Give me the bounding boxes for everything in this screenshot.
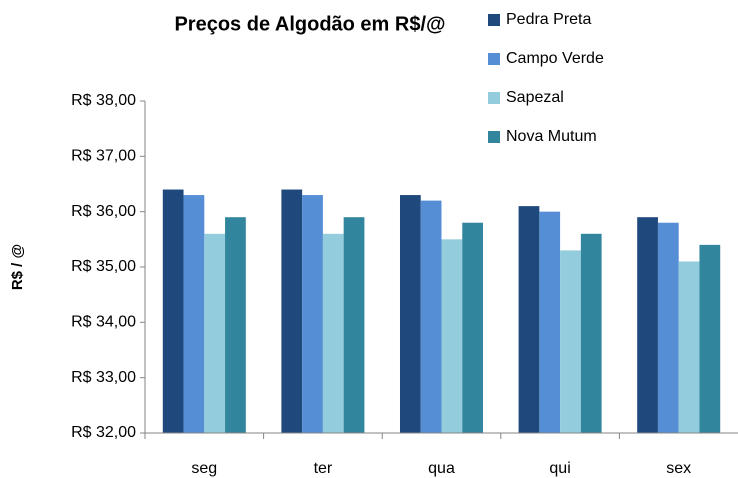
y-tick-label: R$ 32,00 (71, 424, 136, 441)
bar (699, 244, 721, 433)
legend-label: Pedra Preta (506, 11, 591, 28)
bar (462, 222, 484, 433)
bar (183, 195, 205, 433)
y-tick-label: R$ 37,00 (71, 148, 136, 165)
bar (580, 233, 602, 433)
x-tick-label: ter (314, 460, 333, 477)
bar (441, 239, 463, 433)
bar (225, 217, 246, 433)
bar (637, 217, 658, 433)
x-tick-label: qui (549, 460, 570, 477)
bar (399, 195, 421, 433)
legend-swatch (488, 92, 500, 104)
legend-label: Campo Verde (506, 50, 604, 67)
legend-label: Sapezal (506, 89, 564, 106)
y-tick-label: R$ 34,00 (71, 314, 136, 331)
legend-label: Nova Mutum (506, 128, 597, 145)
y-axis-label: R$ / @ (9, 244, 26, 290)
y-tick-label: R$ 35,00 (71, 258, 136, 275)
bar (204, 233, 226, 433)
chart-title: Preços de Algodão em R$/@ (174, 13, 445, 35)
x-tick-label: sex (666, 460, 691, 477)
y-tick-label: R$ 38,00 (71, 92, 136, 109)
bar (560, 250, 581, 433)
bar (518, 206, 540, 433)
legend-swatch (488, 53, 500, 65)
bar (281, 189, 303, 433)
bar (678, 261, 700, 433)
legend-swatch (488, 131, 500, 143)
bar (343, 217, 365, 433)
bar (539, 211, 561, 433)
y-tick-label: R$ 33,00 (71, 369, 136, 386)
y-tick-label: R$ 36,00 (71, 203, 136, 220)
legend-swatch (488, 14, 500, 26)
x-tick-label: qua (428, 460, 455, 477)
bar (420, 200, 442, 433)
bar (657, 222, 679, 433)
bar (302, 195, 323, 433)
bar (322, 233, 344, 433)
bar (162, 189, 184, 433)
x-tick-label: seg (191, 460, 217, 477)
